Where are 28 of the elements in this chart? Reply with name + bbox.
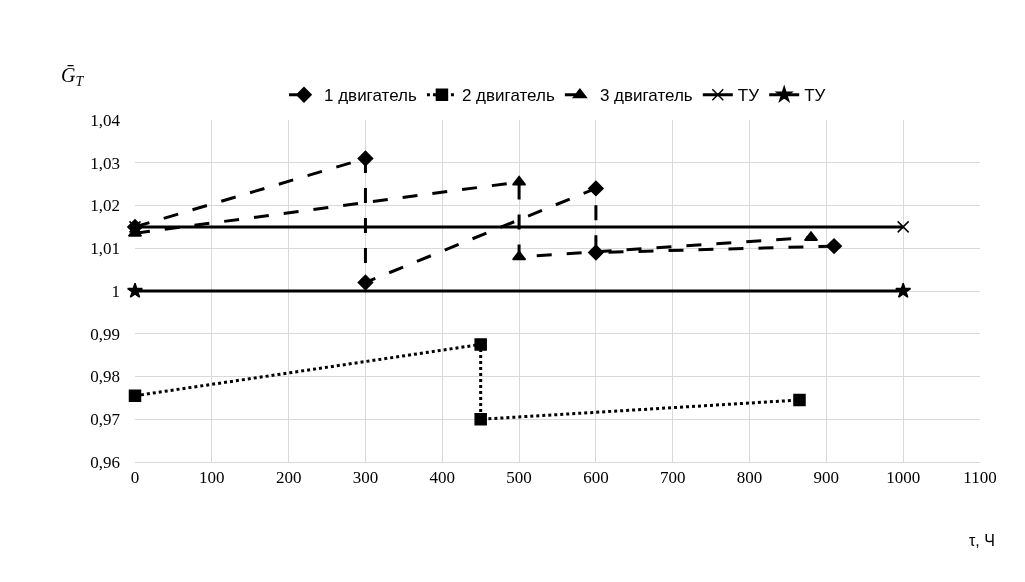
x-axis-title: τ, Ч xyxy=(969,532,995,549)
legend-label: 3 двигатель xyxy=(599,86,693,106)
legend-label: 2 двигатель xyxy=(461,86,555,106)
x-tick-label: 700 xyxy=(659,468,686,488)
x-tick-label: 200 xyxy=(275,468,302,488)
x-tick-label: 100 xyxy=(199,468,225,488)
x-tick-label: 800 xyxy=(736,468,763,488)
y-tick-label: 0,98 xyxy=(90,367,120,387)
y-tick-label: 0,96 xyxy=(90,452,120,472)
x-tick-label: 1100 xyxy=(963,468,997,488)
legend-label: ТУ xyxy=(737,86,760,106)
y-tick-label: 1 xyxy=(111,281,120,301)
x-tick-label: 600 xyxy=(583,468,609,488)
y-tick-label: 1,03 xyxy=(90,153,120,173)
y-tick-label: 0,97 xyxy=(90,410,121,430)
y-tick-label: 0,99 xyxy=(90,324,120,344)
y-axis-title: Ḡ$_{Т}$ xyxy=(61,64,85,90)
y-tick-label: 1,04 xyxy=(90,110,121,130)
legend-label: 1 двигатель xyxy=(324,86,417,106)
y-tick-label: 1,01 xyxy=(90,239,120,259)
x-tick-label: 1000 xyxy=(886,468,921,488)
x-tick-label: 900 xyxy=(813,468,840,488)
legend-label: ТУ xyxy=(804,86,826,106)
y-tick-label: 1,02 xyxy=(90,196,120,216)
x-tick-label: 500 xyxy=(506,468,532,488)
x-tick-label: 400 xyxy=(429,468,456,488)
x-tick-label: 0 xyxy=(130,468,140,488)
x-tick-label: 300 xyxy=(352,468,379,488)
